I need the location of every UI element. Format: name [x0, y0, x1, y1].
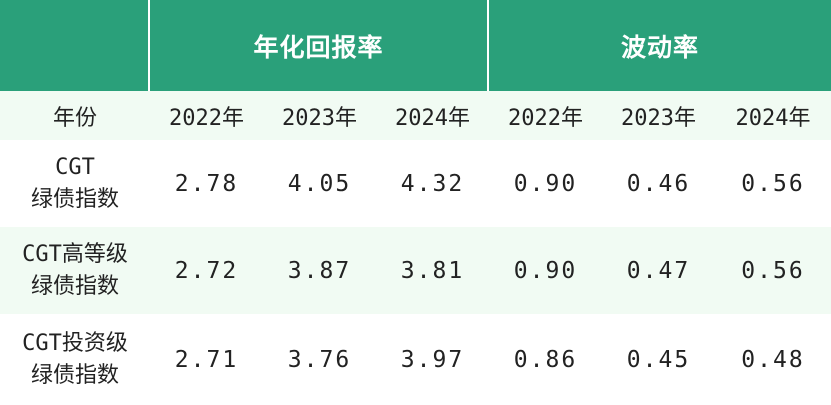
table-cell: 3.97: [376, 314, 489, 405]
row-label-line2: 绿债指数: [30, 186, 119, 212]
table-cell: 0.86: [489, 314, 602, 405]
table-cell: 0.56: [715, 227, 831, 314]
table-cell: 4.05: [263, 140, 376, 227]
row-label-line2: 绿债指数: [30, 362, 119, 388]
row-label-line1: CGT: [55, 154, 95, 180]
table-cell: 0.47: [602, 227, 715, 314]
header-corner: [0, 0, 150, 91]
header-annualized-return: 年化回报率: [150, 0, 489, 91]
table-row-label: CGT 绿债指数: [0, 140, 150, 227]
year-header: 2022年: [489, 91, 602, 140]
row-label-line2: 绿债指数: [30, 273, 119, 299]
row-label-line1: CGT投资级: [22, 330, 128, 356]
year-header: 2024年: [376, 91, 489, 140]
table-cell: 3.87: [263, 227, 376, 314]
row-label-header: 年份: [0, 91, 150, 140]
year-header: 2023年: [602, 91, 715, 140]
table-row-label: CGT投资级 绿债指数: [0, 314, 150, 405]
year-header: 2024年: [715, 91, 831, 140]
table-cell: 0.45: [602, 314, 715, 405]
table-cell: 3.81: [376, 227, 489, 314]
table-cell: 0.46: [602, 140, 715, 227]
row-label-line1: CGT高等级: [22, 241, 128, 267]
table-cell: 2.72: [150, 227, 263, 314]
table-cell: 0.56: [715, 140, 831, 227]
table-cell: 4.32: [376, 140, 489, 227]
year-header: 2022年: [150, 91, 263, 140]
table-cell: 2.78: [150, 140, 263, 227]
table-cell: 0.90: [489, 140, 602, 227]
table-cell: 0.90: [489, 227, 602, 314]
table-cell: 2.71: [150, 314, 263, 405]
table-cell: 0.48: [715, 314, 831, 405]
header-volatility: 波动率: [489, 0, 831, 91]
year-header: 2023年: [263, 91, 376, 140]
table-row-label: CGT高等级 绿债指数: [0, 227, 150, 314]
table-cell: 3.76: [263, 314, 376, 405]
